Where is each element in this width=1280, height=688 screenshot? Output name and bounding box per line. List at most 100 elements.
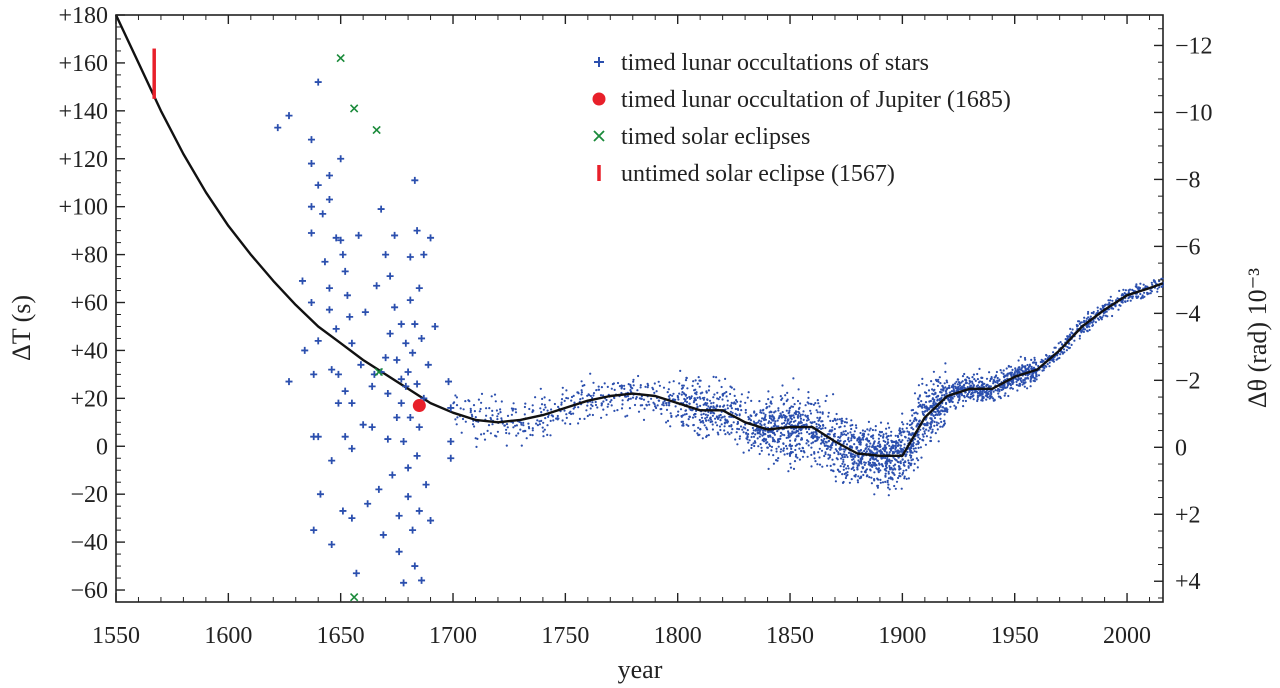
- dense-occultation-point: [800, 438, 804, 441]
- dense-occultation-point: [803, 423, 806, 427]
- dense-occultation-point: [580, 393, 583, 396]
- dense-occultation-point: [844, 448, 847, 451]
- dense-occultation-point: [1117, 308, 1120, 311]
- dense-occultation-point: [812, 441, 815, 444]
- dense-occultation-point: [1009, 382, 1012, 385]
- dense-occultation-point: [990, 395, 993, 398]
- dense-occultation-point: [919, 446, 923, 449]
- star-occultation-point: [334, 370, 342, 378]
- dense-occultation-point: [920, 400, 923, 403]
- dense-occultation-point: [1009, 387, 1012, 390]
- dense-occultation-point: [918, 437, 922, 440]
- dense-occultation-point: [629, 389, 632, 392]
- dense-occultation-point: [964, 399, 968, 403]
- dense-occultation-point: [781, 411, 784, 414]
- dense-occultation-point: [889, 461, 892, 464]
- dense-occultation-point: [668, 404, 671, 407]
- dense-occultation-point: [950, 396, 953, 399]
- dense-occultation-point: [785, 399, 788, 403]
- dense-occultation-point: [859, 448, 863, 452]
- dense-occultation-point: [851, 458, 854, 461]
- dense-occultation-point: [781, 397, 784, 400]
- dense-occultation-point: [600, 404, 603, 407]
- dense-occultation-point: [753, 444, 756, 448]
- x-axis-title: year: [618, 655, 663, 684]
- dense-occultation-point: [705, 419, 708, 422]
- dense-occultation-point: [933, 416, 937, 420]
- dense-occultation-point: [770, 402, 773, 405]
- star-occultation-point: [285, 378, 293, 386]
- dense-occultation-point: [1141, 294, 1144, 297]
- dense-occultation-point: [938, 410, 941, 413]
- dense-occultation-point: [985, 389, 988, 392]
- dense-occultation-point: [586, 394, 589, 397]
- dense-occultation-point: [904, 460, 907, 463]
- dense-occultation-point: [698, 396, 701, 399]
- dense-occultation-point: [909, 456, 913, 459]
- dense-occultation-point: [636, 389, 639, 392]
- dense-occultation-point: [506, 414, 510, 417]
- dense-occultation-point: [618, 385, 622, 388]
- star-occultation-point: [274, 124, 282, 132]
- dense-occultation-point: [931, 392, 934, 395]
- dense-occultation-point: [813, 451, 816, 454]
- dense-occultation-point: [966, 392, 970, 396]
- dense-occultation-point: [511, 409, 514, 412]
- dense-occultation-point: [907, 465, 910, 468]
- dense-occultation-point: [815, 409, 818, 412]
- dense-occultation-point: [898, 474, 901, 478]
- dense-occultation-point: [793, 403, 796, 406]
- dense-occultation-point: [843, 463, 846, 466]
- dense-occultation-point: [796, 416, 800, 419]
- dense-occultation-point: [816, 463, 819, 466]
- dense-occultation-point: [870, 476, 873, 479]
- dense-occultation-point: [503, 424, 506, 427]
- dense-occultation-point: [887, 434, 890, 438]
- dense-occultation-point: [660, 412, 663, 415]
- dense-occultation-point: [862, 438, 865, 441]
- dense-occultation-point: [627, 383, 630, 386]
- dense-occultation-point: [912, 441, 915, 444]
- dense-occultation-point: [632, 378, 635, 381]
- dense-occultation-point: [726, 407, 730, 410]
- dense-occultation-point: [756, 432, 759, 435]
- dense-occultation-point: [1018, 382, 1022, 386]
- dense-occultation-point: [669, 425, 672, 428]
- dense-occultation-point: [1002, 369, 1005, 372]
- dense-occultation-point: [496, 430, 499, 433]
- dense-occultation-point: [958, 382, 961, 385]
- x-tick-label: 1750: [541, 623, 589, 649]
- dense-occultation-point: [1156, 287, 1159, 290]
- dense-occultation-point: [479, 407, 482, 411]
- dense-occultation-point: [789, 416, 792, 419]
- dense-occultation-point: [817, 436, 821, 439]
- dense-occultation-point: [879, 431, 883, 434]
- dense-occultation-point: [723, 429, 726, 432]
- star-occultation-point: [397, 320, 405, 328]
- dense-occultation-point: [798, 443, 801, 446]
- dense-occultation-point: [769, 421, 773, 424]
- dense-occultation-point: [473, 410, 476, 413]
- y-tick-label: −20: [70, 482, 108, 508]
- dense-occultation-point: [1083, 319, 1086, 322]
- dense-occultation-point: [745, 437, 748, 440]
- dense-occultation-point: [738, 414, 741, 417]
- dense-occultation-point: [647, 400, 650, 403]
- dense-occultation-point: [494, 400, 497, 403]
- dense-occultation-point: [1143, 291, 1146, 294]
- dense-occultation-point: [626, 414, 629, 417]
- dense-occultation-point: [1022, 379, 1025, 382]
- dense-occultation-point: [536, 419, 539, 422]
- dense-occultation-point: [688, 402, 691, 405]
- dense-occultation-point: [546, 424, 549, 427]
- dense-occultation-point: [1003, 385, 1006, 388]
- dense-occultation-point: [762, 431, 765, 434]
- dense-occultation-point: [1099, 315, 1102, 318]
- dense-occultation-point: [897, 456, 900, 459]
- star-occultation-point: [307, 203, 315, 211]
- dense-occultation-point: [842, 442, 845, 445]
- dense-occultation-point: [922, 427, 925, 430]
- dense-occultation-point: [701, 437, 704, 440]
- dense-occultation-point: [805, 442, 808, 445]
- dense-occultation-point: [826, 433, 829, 436]
